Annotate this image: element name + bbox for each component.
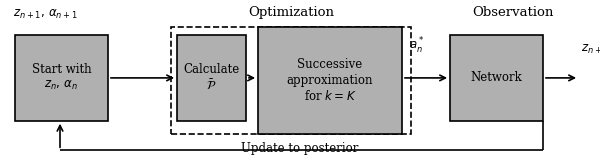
Bar <box>15 35 108 121</box>
Text: Network: Network <box>470 71 523 84</box>
Text: Optimization: Optimization <box>248 6 334 19</box>
Bar <box>258 27 402 134</box>
Text: Successive: Successive <box>298 58 362 71</box>
Text: $z_{n+1},\,\alpha_{n+1}$: $z_{n+1},\,\alpha_{n+1}$ <box>13 8 78 21</box>
Text: Observation: Observation <box>472 6 554 19</box>
Text: $a_n^*$: $a_n^*$ <box>409 36 425 56</box>
Text: $z_n,\,\alpha_n$: $z_n,\,\alpha_n$ <box>44 79 79 92</box>
Text: Calculate: Calculate <box>184 63 239 76</box>
Bar <box>171 27 411 134</box>
Bar <box>177 35 246 121</box>
Text: Update to posterior: Update to posterior <box>241 142 359 155</box>
Text: approximation: approximation <box>287 74 373 87</box>
Text: Start with: Start with <box>32 63 91 76</box>
Text: $z_{n+1}$: $z_{n+1}$ <box>581 43 600 56</box>
Bar <box>450 35 543 121</box>
Text: $\bar{\mathcal{P}}$: $\bar{\mathcal{P}}$ <box>206 79 217 93</box>
Text: for $k=K$: for $k=K$ <box>304 89 356 103</box>
